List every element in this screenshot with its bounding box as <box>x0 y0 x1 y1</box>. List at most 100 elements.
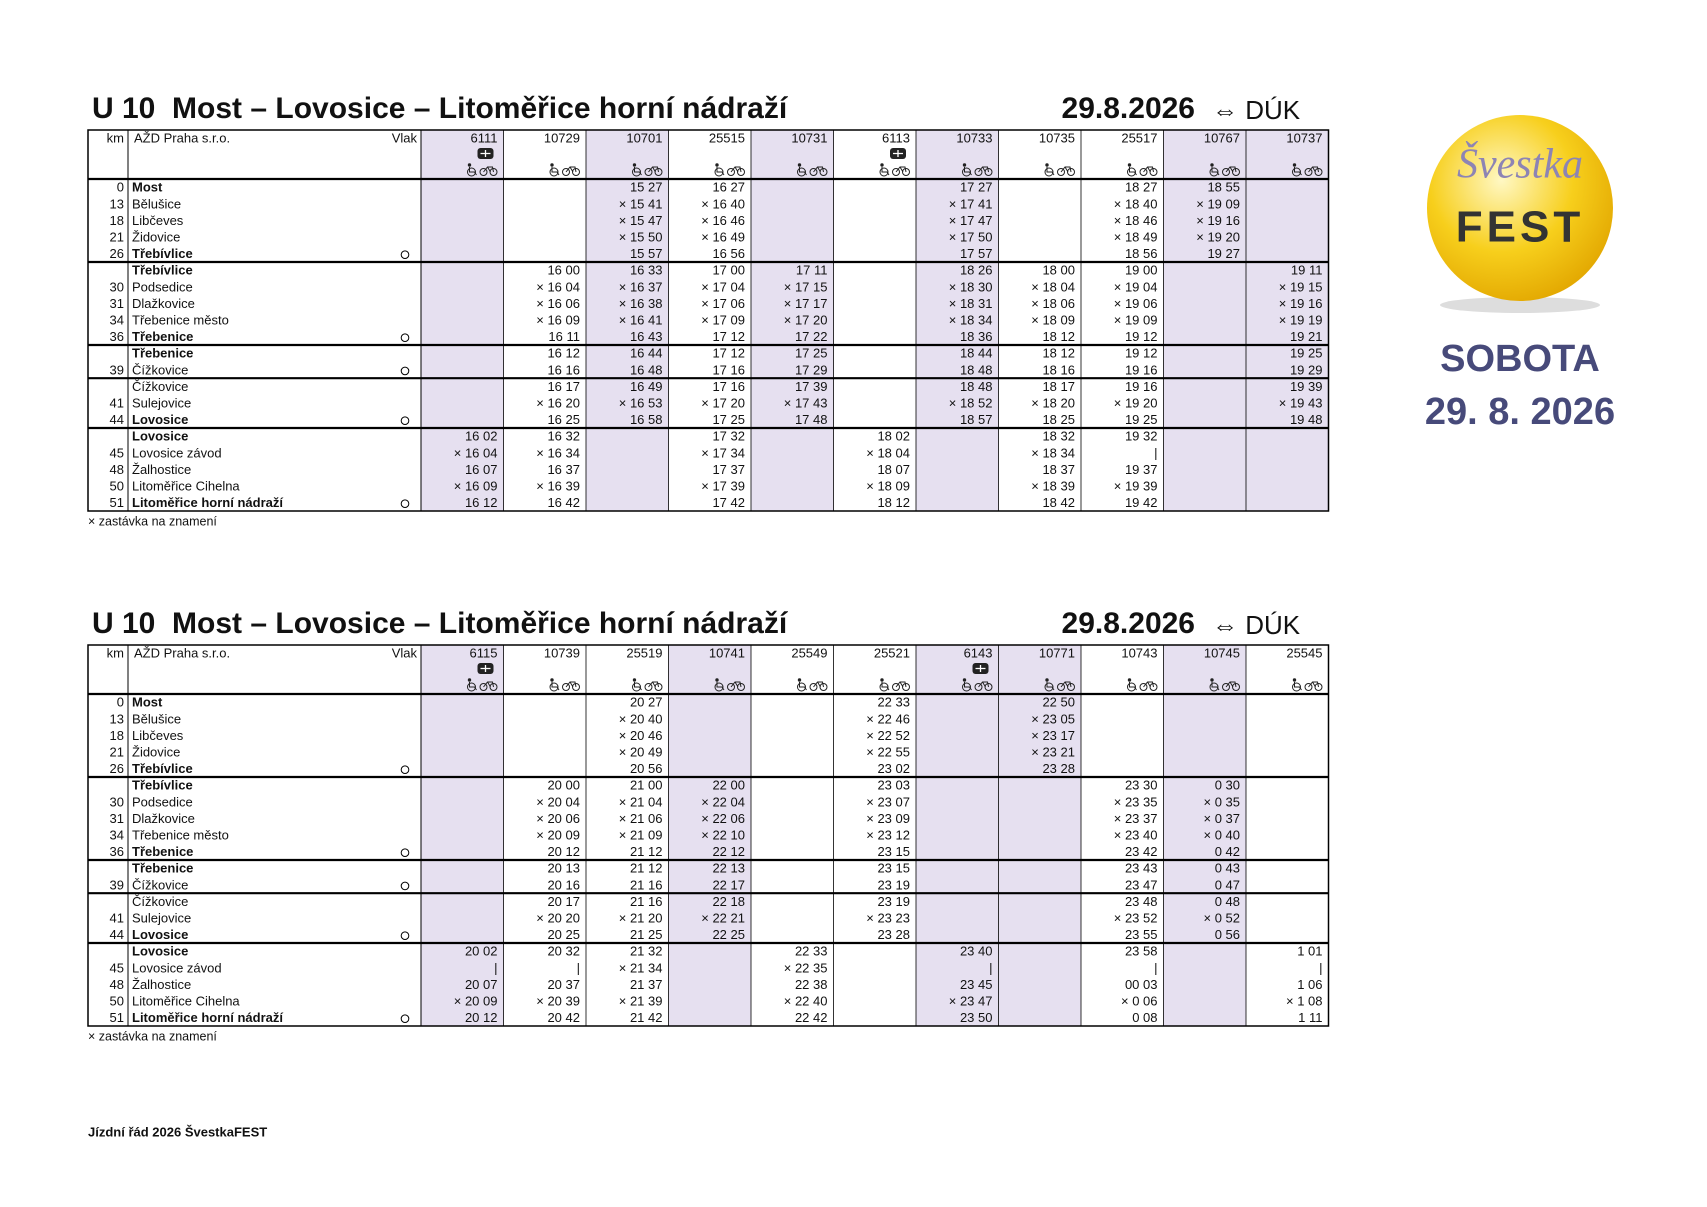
wheelchair-head <box>1210 163 1214 167</box>
shaded-column <box>916 645 999 1026</box>
departure-time: 18 17 <box>1042 379 1075 394</box>
departure-time: × 17 20 <box>701 396 745 411</box>
train-number: 10743 <box>1121 645 1157 660</box>
accessibility-icons <box>632 163 663 177</box>
wheelchair-icon <box>797 682 806 692</box>
wheelchair-body <box>799 167 807 176</box>
bike-wheel <box>1304 168 1313 176</box>
cd-logo-stroke <box>480 150 491 157</box>
departure-time: × 18 46 <box>1114 213 1158 228</box>
logo-top: Švestka <box>1457 141 1583 188</box>
accessibility-icons <box>1044 678 1075 692</box>
wheelchair-head <box>1127 163 1132 167</box>
cd-logo-stroke <box>975 665 986 672</box>
departure-time: 20 42 <box>547 1010 580 1025</box>
station-name: Čížkovice <box>132 379 188 394</box>
wheelchair-body <box>716 167 725 176</box>
departure-time: 19 16 <box>1125 379 1158 394</box>
departure-time: × 18 49 <box>1114 230 1158 245</box>
departure-time: × 22 55 <box>866 745 910 760</box>
departure-time: × 21 06 <box>619 811 663 826</box>
station-name: Třebenice <box>132 346 193 361</box>
cd-logo <box>477 148 494 159</box>
wheelchair-head <box>797 678 802 682</box>
departure-time: 23 47 <box>1125 877 1158 892</box>
departure-time: × 17 41 <box>949 196 993 211</box>
shaded-column <box>586 130 669 511</box>
departure-time: 18 55 <box>1207 180 1240 195</box>
departure-time: × 18 52 <box>949 396 993 411</box>
wheelchair-icon <box>714 167 724 177</box>
train-number: 10745 <box>1204 645 1240 660</box>
station-name: Žalhostice <box>132 977 191 992</box>
bike-wheel <box>1139 683 1148 691</box>
station-km: 31 <box>110 811 124 826</box>
wheelchair-head <box>1292 678 1297 682</box>
departure-time: × 0 52 <box>1203 911 1240 926</box>
departure-time: 19 42 <box>1125 495 1158 510</box>
departure-time: × 22 52 <box>866 728 910 743</box>
wheelchair-icon <box>467 167 476 177</box>
terminal-mark <box>400 333 410 343</box>
departure-time: × 17 39 <box>701 479 745 494</box>
departure-time: 23 28 <box>877 927 910 942</box>
departure-time: 23 50 <box>960 1010 993 1025</box>
shaded-column <box>1163 130 1246 511</box>
train-number: 10701 <box>626 130 662 145</box>
departure-time: 23 42 <box>1125 844 1158 859</box>
departure-time: 17 29 <box>795 362 828 377</box>
departure-time: × 19 20 <box>1196 230 1240 245</box>
departure-time: 20 27 <box>630 695 663 710</box>
departure-time: × 19 39 <box>1114 479 1158 494</box>
departure-time: 19 25 <box>1290 346 1323 361</box>
wheelchair-body <box>964 167 972 176</box>
departure-time: × 17 15 <box>784 279 828 294</box>
bike-wheel <box>479 683 488 691</box>
departure-time: × 20 40 <box>619 711 663 726</box>
station-name: Čížkovice <box>132 894 188 909</box>
departure-time: × 19 16 <box>1196 213 1240 228</box>
wheelchair-icon <box>632 167 641 177</box>
station-name: Libčeves <box>132 213 184 228</box>
bike-frame <box>1060 166 1072 173</box>
departure-time: × 1 08 <box>1286 994 1323 1009</box>
departure-time: 16 42 <box>547 495 580 510</box>
wheelchair-head <box>715 163 719 167</box>
wheelchair-body <box>1129 167 1137 176</box>
wheelchair-body <box>551 682 560 691</box>
bike-frame <box>1225 681 1237 688</box>
departure-time: 21 42 <box>630 1010 663 1025</box>
departure-time: 23 28 <box>1042 761 1075 776</box>
departure-time: × 23 09 <box>866 811 910 826</box>
shaded-column <box>998 645 1081 1026</box>
wheelchair-body <box>1294 682 1302 691</box>
wheelchair-body <box>881 682 890 691</box>
wheelchair-icon <box>962 682 971 692</box>
departure-time: 20 02 <box>465 944 498 959</box>
wheelchair-icon <box>962 167 971 177</box>
bike-frame <box>730 681 742 688</box>
station-km: 41 <box>110 396 124 411</box>
departure-time: × 18 20 <box>1031 396 1075 411</box>
departure-time: 16 49 <box>630 379 663 394</box>
departure-time: 17 48 <box>795 412 828 427</box>
accessibility-icons <box>962 163 993 177</box>
departure-time: × 18 39 <box>1031 479 1075 494</box>
departure-time: 1 11 <box>1298 1010 1322 1025</box>
departure-time: 16 43 <box>630 329 663 344</box>
departure-time: 19 21 <box>1290 329 1323 344</box>
departure-time: 18 27 <box>1125 180 1158 195</box>
wheelchair-head <box>550 163 554 167</box>
wheelchair-icon <box>879 682 889 692</box>
wheelchair-body <box>1211 682 1220 691</box>
departure-time: × 23 47 <box>949 994 993 1009</box>
departure-time: 20 00 <box>547 778 580 793</box>
departure-time: × 19 43 <box>1279 396 1323 411</box>
departure-time: × 0 37 <box>1203 811 1240 826</box>
departure-time: × 22 40 <box>784 994 828 1009</box>
bike-frame <box>1143 166 1154 173</box>
train-number: 6113 <box>882 130 910 145</box>
table-title: U 10 Most – Lovosice – Litoměřice horní … <box>92 607 789 640</box>
departure-time: × 23 37 <box>1114 811 1158 826</box>
table-date: 29.8.2026 <box>1062 607 1195 640</box>
